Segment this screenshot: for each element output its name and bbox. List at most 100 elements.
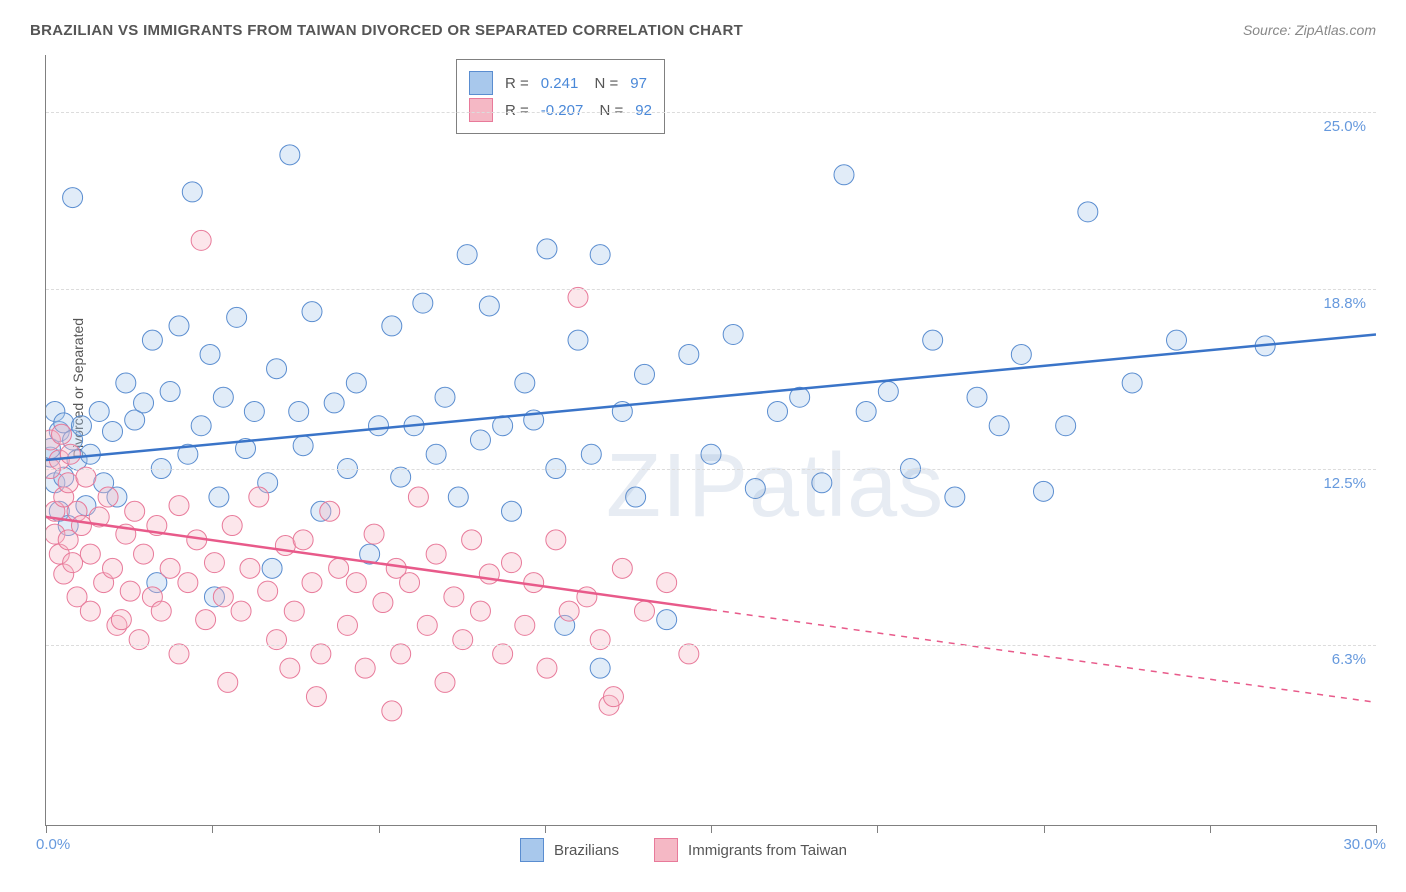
scatter-point <box>453 630 473 650</box>
r-value-2: -0.207 <box>541 102 584 119</box>
legend-swatch-1 <box>469 71 493 95</box>
x-tick <box>46 825 47 833</box>
scatter-point <box>244 401 264 421</box>
scatter-point <box>568 287 588 307</box>
scatter-point <box>129 630 149 650</box>
scatter-point <box>63 553 83 573</box>
n-label-2: N = <box>595 102 623 119</box>
grid-line <box>46 645 1376 646</box>
scatter-point <box>426 544 446 564</box>
scatter-point <box>768 401 788 421</box>
scatter-point <box>191 230 211 250</box>
scatter-point <box>213 387 233 407</box>
scatter-point <box>457 245 477 265</box>
scatter-point <box>178 573 198 593</box>
scatter-point <box>470 430 490 450</box>
scatter-point <box>231 601 251 621</box>
series-swatch-2 <box>654 838 678 862</box>
n-label-1: N = <box>590 75 618 92</box>
scatter-point <box>258 581 278 601</box>
x-tick <box>1044 825 1045 833</box>
scatter-point <box>391 467 411 487</box>
scatter-point <box>249 487 269 507</box>
scatter-point <box>470 601 490 621</box>
scatter-point <box>635 364 655 384</box>
scatter-point <box>196 610 216 630</box>
scatter-point <box>116 373 136 393</box>
r-value-1: 0.241 <box>541 75 579 92</box>
scatter-point <box>1078 202 1098 222</box>
x-tick <box>379 825 380 833</box>
scatter-point <box>120 581 140 601</box>
scatter-point <box>125 501 145 521</box>
scatter-point <box>626 487 646 507</box>
scatter-point <box>679 344 699 364</box>
scatter-point <box>577 587 597 607</box>
y-tick-label: 12.5% <box>1323 475 1366 492</box>
scatter-point <box>71 416 91 436</box>
scatter-point <box>267 630 287 650</box>
scatter-point <box>58 473 78 493</box>
scatter-point <box>391 644 411 664</box>
scatter-point <box>182 182 202 202</box>
n-value-2: 92 <box>635 102 652 119</box>
scatter-point <box>382 701 402 721</box>
scatter-point <box>701 444 721 464</box>
scatter-point <box>60 444 80 464</box>
scatter-point <box>169 644 189 664</box>
scatter-point <box>590 630 610 650</box>
legend-row-1: R = 0.241 N = 97 <box>469 71 652 95</box>
scatter-point <box>417 615 437 635</box>
scatter-point <box>346 373 366 393</box>
scatter-point <box>311 644 331 664</box>
scatter-point <box>71 516 91 536</box>
chart-area: ZIPatlas R = 0.241 N = 97 R = -0.207 N =… <box>45 55 1376 826</box>
scatter-point <box>76 467 96 487</box>
scatter-point <box>1034 481 1054 501</box>
grid-line <box>46 469 1376 470</box>
trend-line-dashed <box>711 610 1376 703</box>
scatter-point <box>218 672 238 692</box>
scatter-point <box>169 496 189 516</box>
scatter-point <box>280 658 300 678</box>
scatter-point <box>213 587 233 607</box>
y-tick-label: 18.8% <box>1323 295 1366 312</box>
series-name-1: Brazilians <box>554 842 619 859</box>
scatter-point <box>612 558 632 578</box>
scatter-point <box>324 393 344 413</box>
scatter-point <box>515 615 535 635</box>
scatter-point <box>80 601 100 621</box>
scatter-point <box>400 573 420 593</box>
r-label-2: R = <box>505 102 529 119</box>
x-axis-max-label: 30.0% <box>1343 836 1386 853</box>
scatter-plot-svg <box>46 55 1376 825</box>
scatter-point <box>657 610 677 630</box>
grid-line <box>46 289 1376 290</box>
series-legend: Brazilians Immigrants from Taiwan <box>520 838 847 862</box>
scatter-point <box>413 293 433 313</box>
n-value-1: 97 <box>630 75 647 92</box>
scatter-point <box>945 487 965 507</box>
scatter-point <box>1056 416 1076 436</box>
scatter-point <box>337 615 357 635</box>
scatter-point <box>568 330 588 350</box>
scatter-point <box>537 658 557 678</box>
scatter-point <box>52 424 72 444</box>
series-name-2: Immigrants from Taiwan <box>688 842 847 859</box>
scatter-point <box>169 316 189 336</box>
x-tick <box>711 825 712 833</box>
scatter-point <box>559 601 579 621</box>
scatter-point <box>590 658 610 678</box>
series-swatch-1 <box>520 838 544 862</box>
scatter-point <box>537 239 557 259</box>
scatter-point <box>134 544 154 564</box>
scatter-point <box>280 145 300 165</box>
scatter-point <box>364 524 384 544</box>
scatter-point <box>160 382 180 402</box>
scatter-point <box>134 393 154 413</box>
scatter-point <box>603 687 623 707</box>
scatter-point <box>989 416 1009 436</box>
x-axis-min-label: 0.0% <box>36 836 70 853</box>
scatter-point <box>209 487 229 507</box>
scatter-point <box>878 382 898 402</box>
